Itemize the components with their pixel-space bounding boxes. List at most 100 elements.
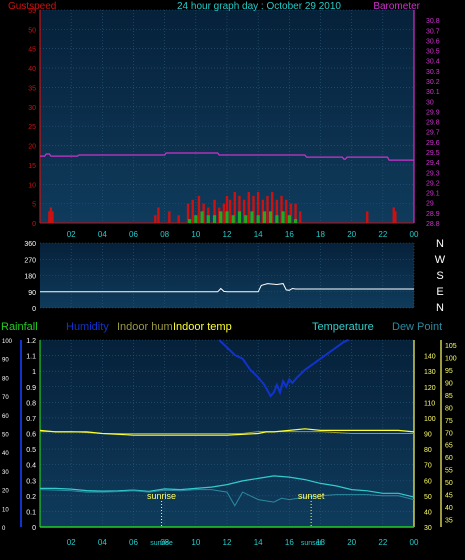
sunset-label: sunset <box>298 491 325 501</box>
barometer-axis-tick: 28.9 <box>426 211 440 218</box>
rainfall-axis-tick: 0 <box>32 525 36 532</box>
gust-bar <box>168 211 171 223</box>
time-tick-label-bottom: 20 <box>347 538 356 547</box>
sunset-tick-label: sunset <box>301 540 322 547</box>
rainfall-axis-tick: 1.1 <box>26 354 36 361</box>
wind-bar <box>200 211 204 223</box>
barometer-axis-tick: 29.4 <box>426 160 440 167</box>
wind-direction-line <box>40 283 414 293</box>
humidity-axis-tick: 0 <box>2 526 6 532</box>
gust-axis-tick: 20 <box>28 144 36 151</box>
indoor-temp-axis-tick: 70 <box>424 463 432 470</box>
gust-bar <box>51 211 54 223</box>
gust-bar <box>285 199 288 223</box>
gust-axis-tick: 45 <box>28 47 36 54</box>
barometer-axis-tick: 30.6 <box>426 38 440 45</box>
gust-bar <box>233 192 236 223</box>
gust-axis-tick: 55 <box>28 8 36 15</box>
barometer-axis-tick: 29.7 <box>426 130 440 137</box>
indoor-temp-axis-tick: 80 <box>424 447 432 454</box>
humidity-legend-label: Humidity <box>66 321 109 333</box>
wind-bar <box>244 215 248 223</box>
barometer-axis-tick: 29.6 <box>426 140 440 147</box>
time-tick-label-bottom: 00 <box>410 538 419 547</box>
wind-bar <box>225 211 229 223</box>
gust-bar <box>222 203 226 223</box>
temperature-axis-tick: 50 <box>445 480 453 487</box>
indoor-temp-axis-tick: 30 <box>424 525 432 532</box>
gust-axis-tick: 30 <box>28 105 36 112</box>
gust-axis-tick: 40 <box>28 66 36 73</box>
temperature-axis-tick: 85 <box>445 393 453 400</box>
gust-bar <box>289 203 293 223</box>
indoor-temp-axis-tick: 120 <box>424 385 436 392</box>
gust-axis-tick: 0 <box>32 221 36 228</box>
gust-bar <box>256 192 260 223</box>
barometer-axis-tick: 29 <box>426 201 434 208</box>
rainfall-axis-tick: 1.2 <box>26 338 36 345</box>
wind-bar <box>287 215 291 223</box>
humidity-axis-tick: 80 <box>2 376 9 382</box>
gust-bar <box>252 195 255 223</box>
humidity-axis-tick: 100 <box>2 339 13 345</box>
indoor-temp-axis-tick: 100 <box>424 416 436 423</box>
gust-bar <box>228 199 232 223</box>
time-tick-label-top: 04 <box>98 230 107 239</box>
direction-axis-tick: 180 <box>24 274 36 281</box>
chart-marks: sunrise sunset <box>39 152 415 528</box>
gust-bar <box>270 192 274 223</box>
barometer-axis-tick: 30.1 <box>426 89 440 96</box>
temperature-axis-tick: 100 <box>445 355 457 362</box>
temperature-axis-tick: 55 <box>445 468 453 475</box>
gust-axis-tick: 15 <box>28 163 36 170</box>
direction-axis-tick: 360 <box>24 241 36 248</box>
gust-bar <box>191 199 194 223</box>
rainfall-legend-label: Rainfall <box>1 321 38 333</box>
barometer-line <box>40 152 414 161</box>
indoor-temp-axis-tick: 130 <box>424 369 436 376</box>
wind-bar <box>188 219 192 223</box>
indoor-temp-line <box>39 428 415 436</box>
time-tick-label-top: 02 <box>67 230 76 239</box>
barometer-axis-tick: 30.8 <box>426 18 440 25</box>
time-tick-label-bottom: 06 <box>129 538 138 547</box>
rainfall-axis-tick: 0.6 <box>26 432 36 439</box>
temperature-axis-tick: 95 <box>445 368 453 375</box>
time-tick-label-top: 06 <box>129 230 138 239</box>
temperature-axis-tick: 70 <box>445 430 453 437</box>
gust-bar <box>280 195 283 223</box>
wind-bar <box>219 211 223 223</box>
axes: 0202040406060808101012121414161618182020… <box>2 8 457 547</box>
gust-bar <box>366 211 369 223</box>
gust-bar <box>197 195 201 223</box>
gust-bar <box>213 199 216 223</box>
time-tick-label-bottom: 14 <box>254 538 263 547</box>
gust-bar <box>48 211 51 223</box>
indoor-hum-legend-label: Indoor hum <box>117 321 173 333</box>
rainfall-axis-tick: 0.7 <box>26 416 36 423</box>
compass-label-w: W <box>435 254 446 266</box>
wind-bar <box>194 215 198 223</box>
rainfall-axis-tick: 0.9 <box>26 385 36 392</box>
chart-title: 24 hour graph day : October 29 2010 <box>177 1 341 12</box>
dew-point-legend-label: Dew Point <box>392 321 442 333</box>
gust-bar <box>238 195 241 223</box>
gust-bar <box>275 199 279 223</box>
time-tick-label-top: 16 <box>285 230 294 239</box>
direction-axis-tick: 0 <box>32 306 36 313</box>
time-tick-label-bottom: 16 <box>285 538 294 547</box>
humidity-line <box>218 339 349 398</box>
gust-bar <box>186 203 190 223</box>
dew-point-line <box>39 489 415 507</box>
wind-bar <box>281 211 285 223</box>
barometer-axis-tick: 30.3 <box>426 69 440 76</box>
humidity-axis-tick: 60 <box>2 414 9 420</box>
gust-bar <box>157 207 160 223</box>
temperature-line <box>40 475 415 498</box>
wind-bar <box>250 211 254 223</box>
top-panel-plot-area <box>40 10 414 223</box>
gust-axis-tick: 25 <box>28 124 36 131</box>
indoor-temp-axis-tick: 60 <box>424 478 432 485</box>
temperature-legend-label: Temperature <box>312 321 374 333</box>
